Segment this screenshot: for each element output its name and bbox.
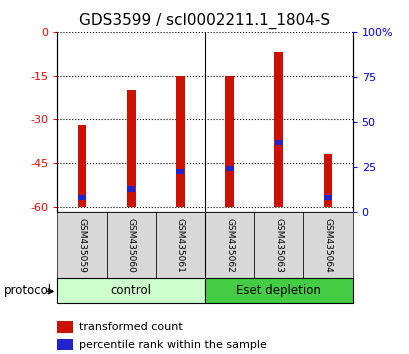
FancyBboxPatch shape xyxy=(303,212,352,278)
FancyBboxPatch shape xyxy=(204,278,352,303)
Text: GSM435060: GSM435060 xyxy=(126,218,135,273)
Bar xyxy=(78,195,86,200)
Text: GSM435059: GSM435059 xyxy=(77,218,86,273)
Bar xyxy=(274,52,283,207)
Bar xyxy=(225,75,234,207)
Text: GSM435061: GSM435061 xyxy=(175,218,184,273)
Bar xyxy=(175,75,184,207)
Bar xyxy=(126,90,135,207)
FancyBboxPatch shape xyxy=(57,212,106,278)
FancyBboxPatch shape xyxy=(204,212,254,278)
FancyBboxPatch shape xyxy=(155,212,204,278)
Text: transformed count: transformed count xyxy=(79,322,182,332)
Bar xyxy=(323,154,332,207)
Text: percentile rank within the sample: percentile rank within the sample xyxy=(79,340,267,350)
Text: control: control xyxy=(110,284,151,297)
Title: GDS3599 / scl0002211.1_1804-S: GDS3599 / scl0002211.1_1804-S xyxy=(79,13,330,29)
FancyBboxPatch shape xyxy=(57,278,204,303)
FancyBboxPatch shape xyxy=(106,212,155,278)
Text: protocol: protocol xyxy=(4,285,52,297)
Bar xyxy=(323,195,331,200)
Text: GSM435063: GSM435063 xyxy=(274,218,283,273)
Bar xyxy=(77,125,86,207)
Bar xyxy=(225,166,233,171)
Bar xyxy=(57,339,72,350)
Text: Eset depletion: Eset depletion xyxy=(236,284,321,297)
Text: GSM435062: GSM435062 xyxy=(225,218,234,273)
Text: GSM435064: GSM435064 xyxy=(323,218,332,273)
Bar xyxy=(274,140,282,145)
Bar xyxy=(57,321,72,333)
FancyBboxPatch shape xyxy=(254,212,303,278)
Bar xyxy=(176,169,184,174)
Bar xyxy=(127,187,135,192)
